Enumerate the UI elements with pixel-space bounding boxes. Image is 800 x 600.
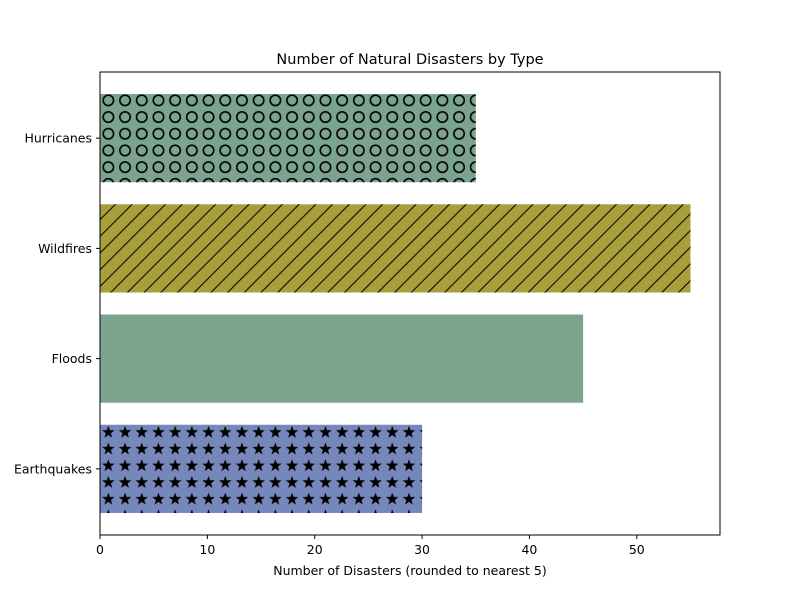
y-tick-label-wildfires: Wildfires	[38, 241, 92, 256]
bars-layer	[100, 94, 691, 513]
plot-frame	[99, 71, 721, 536]
y-axis: Hurricanes Wildfires Floods Earthquakes	[14, 131, 100, 476]
bar-wildfires-hatch	[100, 204, 691, 293]
x-tick-label-20: 20	[307, 542, 323, 557]
y-tick-label-hurricanes: Hurricanes	[24, 131, 92, 146]
y-tick-label-earthquakes: Earthquakes	[14, 461, 92, 476]
y-tick-label-floods: Floods	[52, 351, 92, 366]
x-tick-label-50: 50	[629, 542, 645, 557]
x-tick-label-30: 30	[414, 542, 430, 557]
x-tick-label-0: 0	[96, 542, 104, 557]
x-axis: 0 10 20 30 40 50	[96, 535, 645, 557]
chart-title: Number of Natural Disasters by Type	[276, 52, 543, 68]
bar-hurricanes-hatch	[100, 94, 476, 183]
bar-earthquakes-hatch	[100, 424, 423, 513]
x-tick-label-10: 10	[199, 542, 215, 557]
bar-floods	[100, 314, 584, 403]
x-axis-label: Number of Disasters (rounded to nearest …	[273, 563, 547, 578]
x-tick-label-40: 40	[521, 542, 537, 557]
